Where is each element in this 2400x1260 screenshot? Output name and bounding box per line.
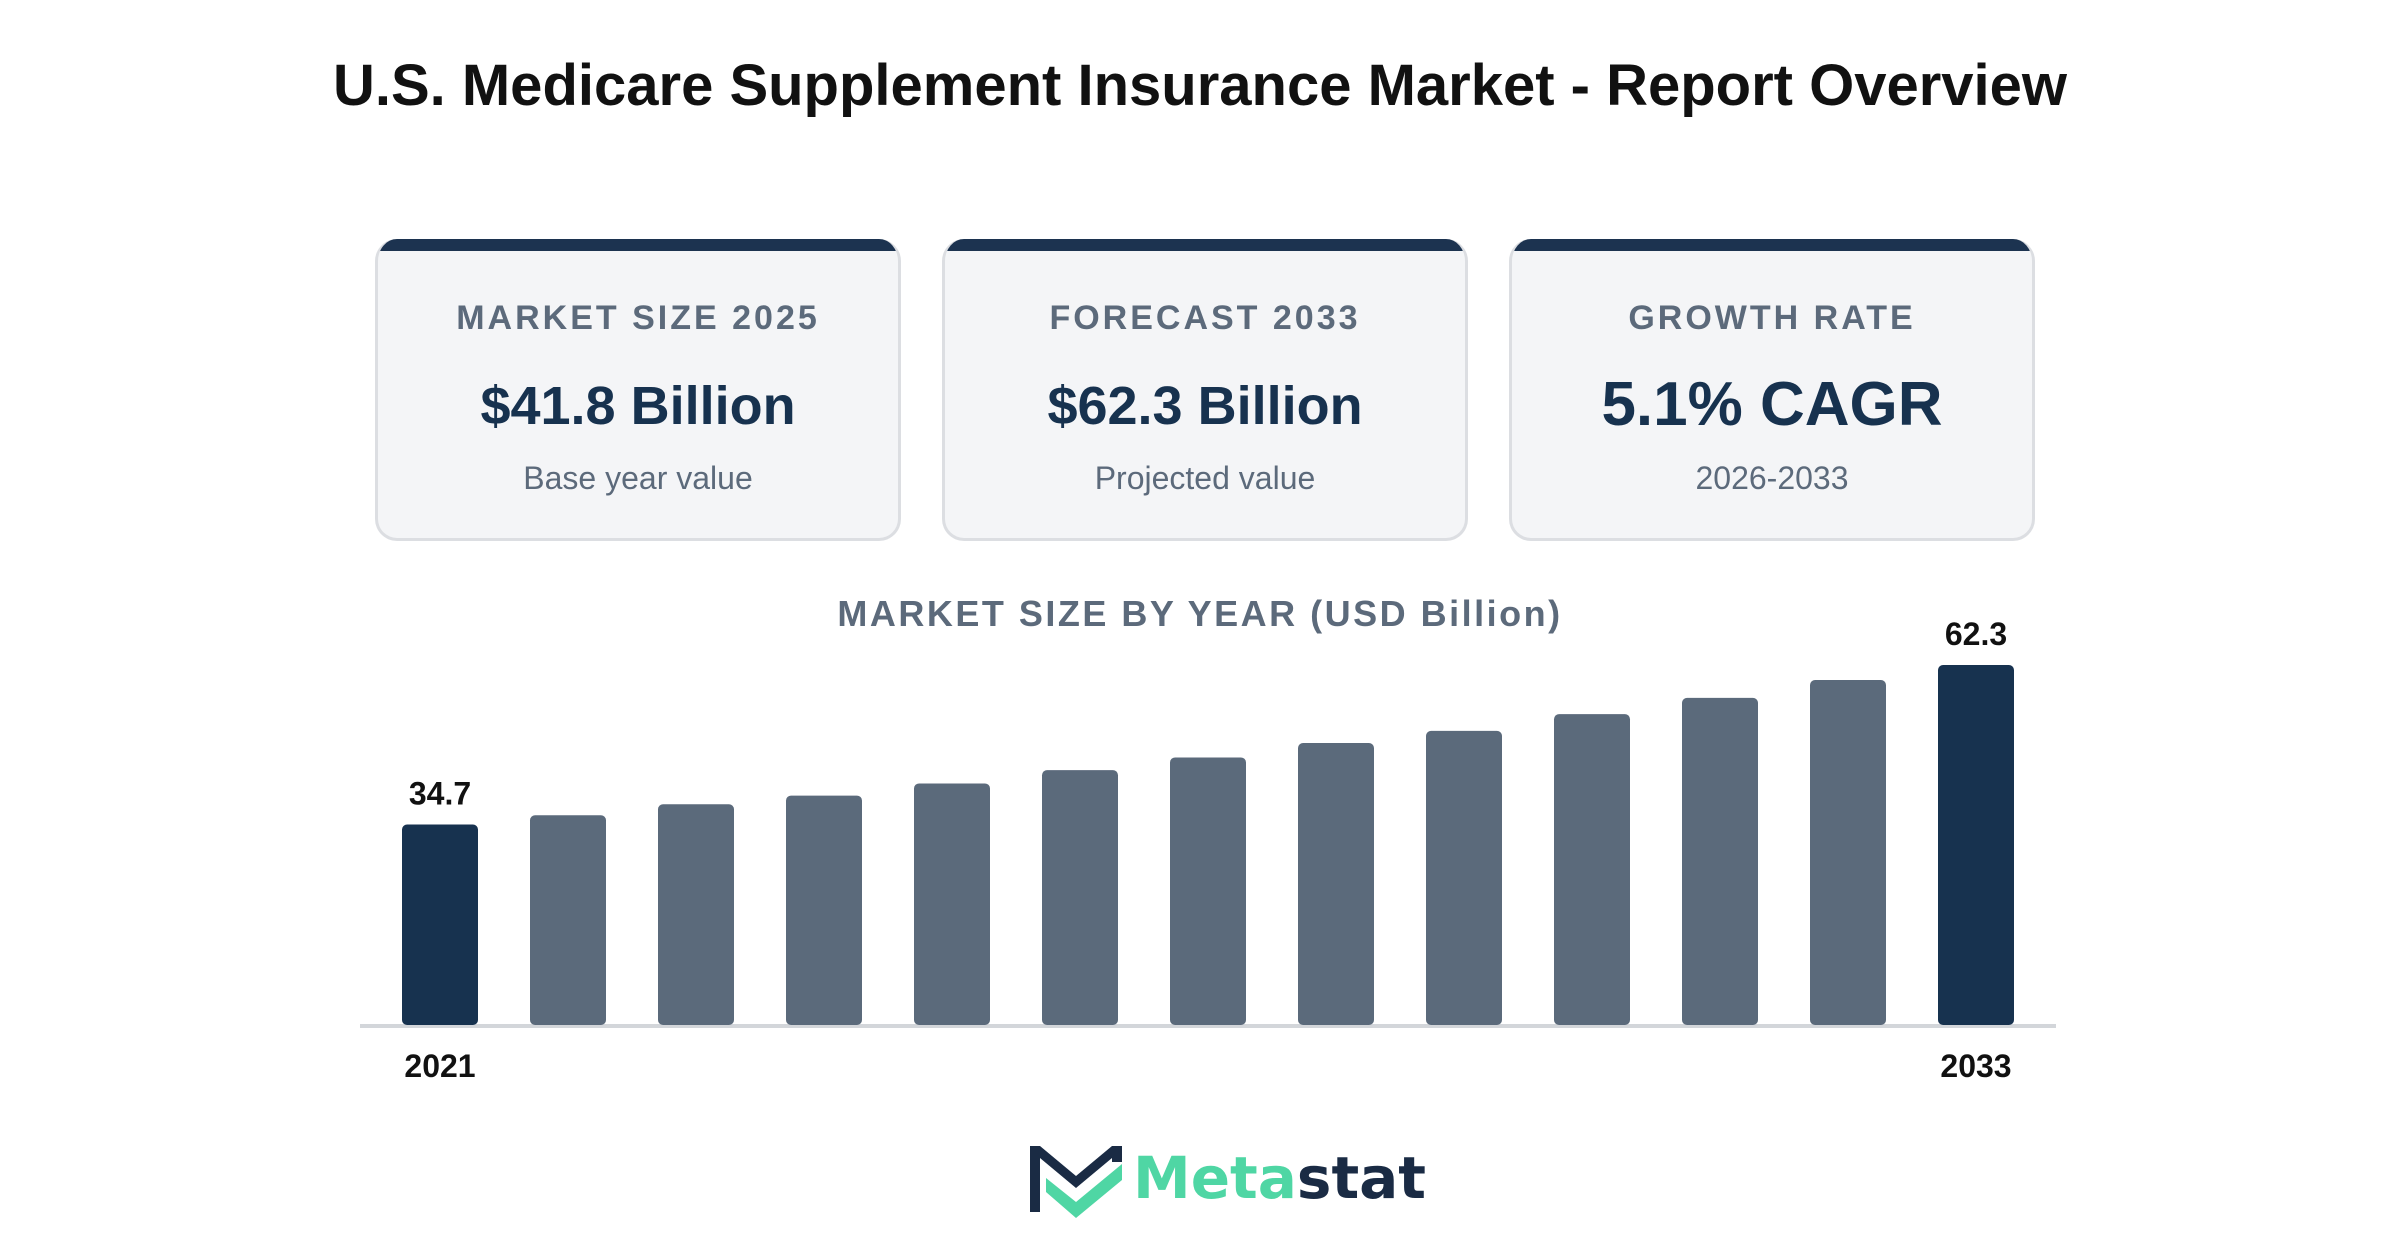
card-subtext: Base year value: [523, 460, 753, 496]
market-size-bar-chart: 2021 34.7 2033 62.3: [360, 616, 2056, 1084]
card-label: FORECAST 2033: [1049, 299, 1361, 337]
logo-wordmark: Metastat: [1133, 1144, 1426, 1212]
x-tick-label-2021: 2021: [404, 1048, 475, 1084]
card-label: MARKET SIZE 2025: [456, 299, 820, 337]
metastat-logo: Metastat: [1028, 1140, 1426, 1220]
card-value: $41.8 Billion: [480, 376, 796, 436]
bar-2021: [402, 824, 478, 1025]
summary-cards: MARKET SIZE 2025 $41.8 Billion Base year…: [375, 239, 2035, 544]
bar-2026: [1042, 770, 1118, 1025]
bar-2030: [1554, 714, 1630, 1025]
bar-2033: [1938, 665, 2014, 1025]
chart-title: MARKET SIZE BY YEAR (USD Billion): [837, 593, 1563, 634]
card-accent-bar: [1512, 239, 2032, 251]
bar-2022: [530, 815, 606, 1025]
bar-2031: [1682, 697, 1758, 1025]
card-subtext: 2026-2033: [1695, 460, 1849, 496]
data-label-2033: 62.3: [1945, 616, 2007, 652]
data-label-2021: 34.7: [409, 775, 471, 811]
card-forecast: FORECAST 2033 $62.3 Billion Projected va…: [942, 239, 1468, 541]
card-value: $62.3 Billion: [1047, 376, 1363, 436]
card-value: 5.1% CAGR: [1601, 370, 1943, 439]
x-tick-label-2033: 2033: [1940, 1048, 2011, 1084]
bar-2028: [1298, 743, 1374, 1025]
bar-2027: [1170, 757, 1246, 1025]
bar-2025: [914, 783, 990, 1025]
page-title: U.S. Medicare Supplement Insurance Marke…: [332, 53, 2068, 118]
metastat-logo-icon: [1030, 1146, 1122, 1218]
card-accent-bar: [945, 239, 1465, 251]
card-growth-rate: GROWTH RATE 5.1% CAGR 2026-2033: [1509, 239, 2035, 541]
card-label: GROWTH RATE: [1628, 299, 1916, 337]
logo-text-stat: stat: [1296, 1144, 1427, 1212]
bar-2032: [1810, 680, 1886, 1025]
card-accent-bar: [378, 239, 898, 251]
bar-2023: [658, 804, 734, 1025]
card-subtext: Projected value: [1094, 460, 1316, 496]
logo-text-meta: Meta: [1133, 1144, 1297, 1212]
bar-2024: [786, 795, 862, 1025]
card-market-size: MARKET SIZE 2025 $41.8 Billion Base year…: [375, 239, 901, 541]
bar-2029: [1426, 730, 1502, 1025]
